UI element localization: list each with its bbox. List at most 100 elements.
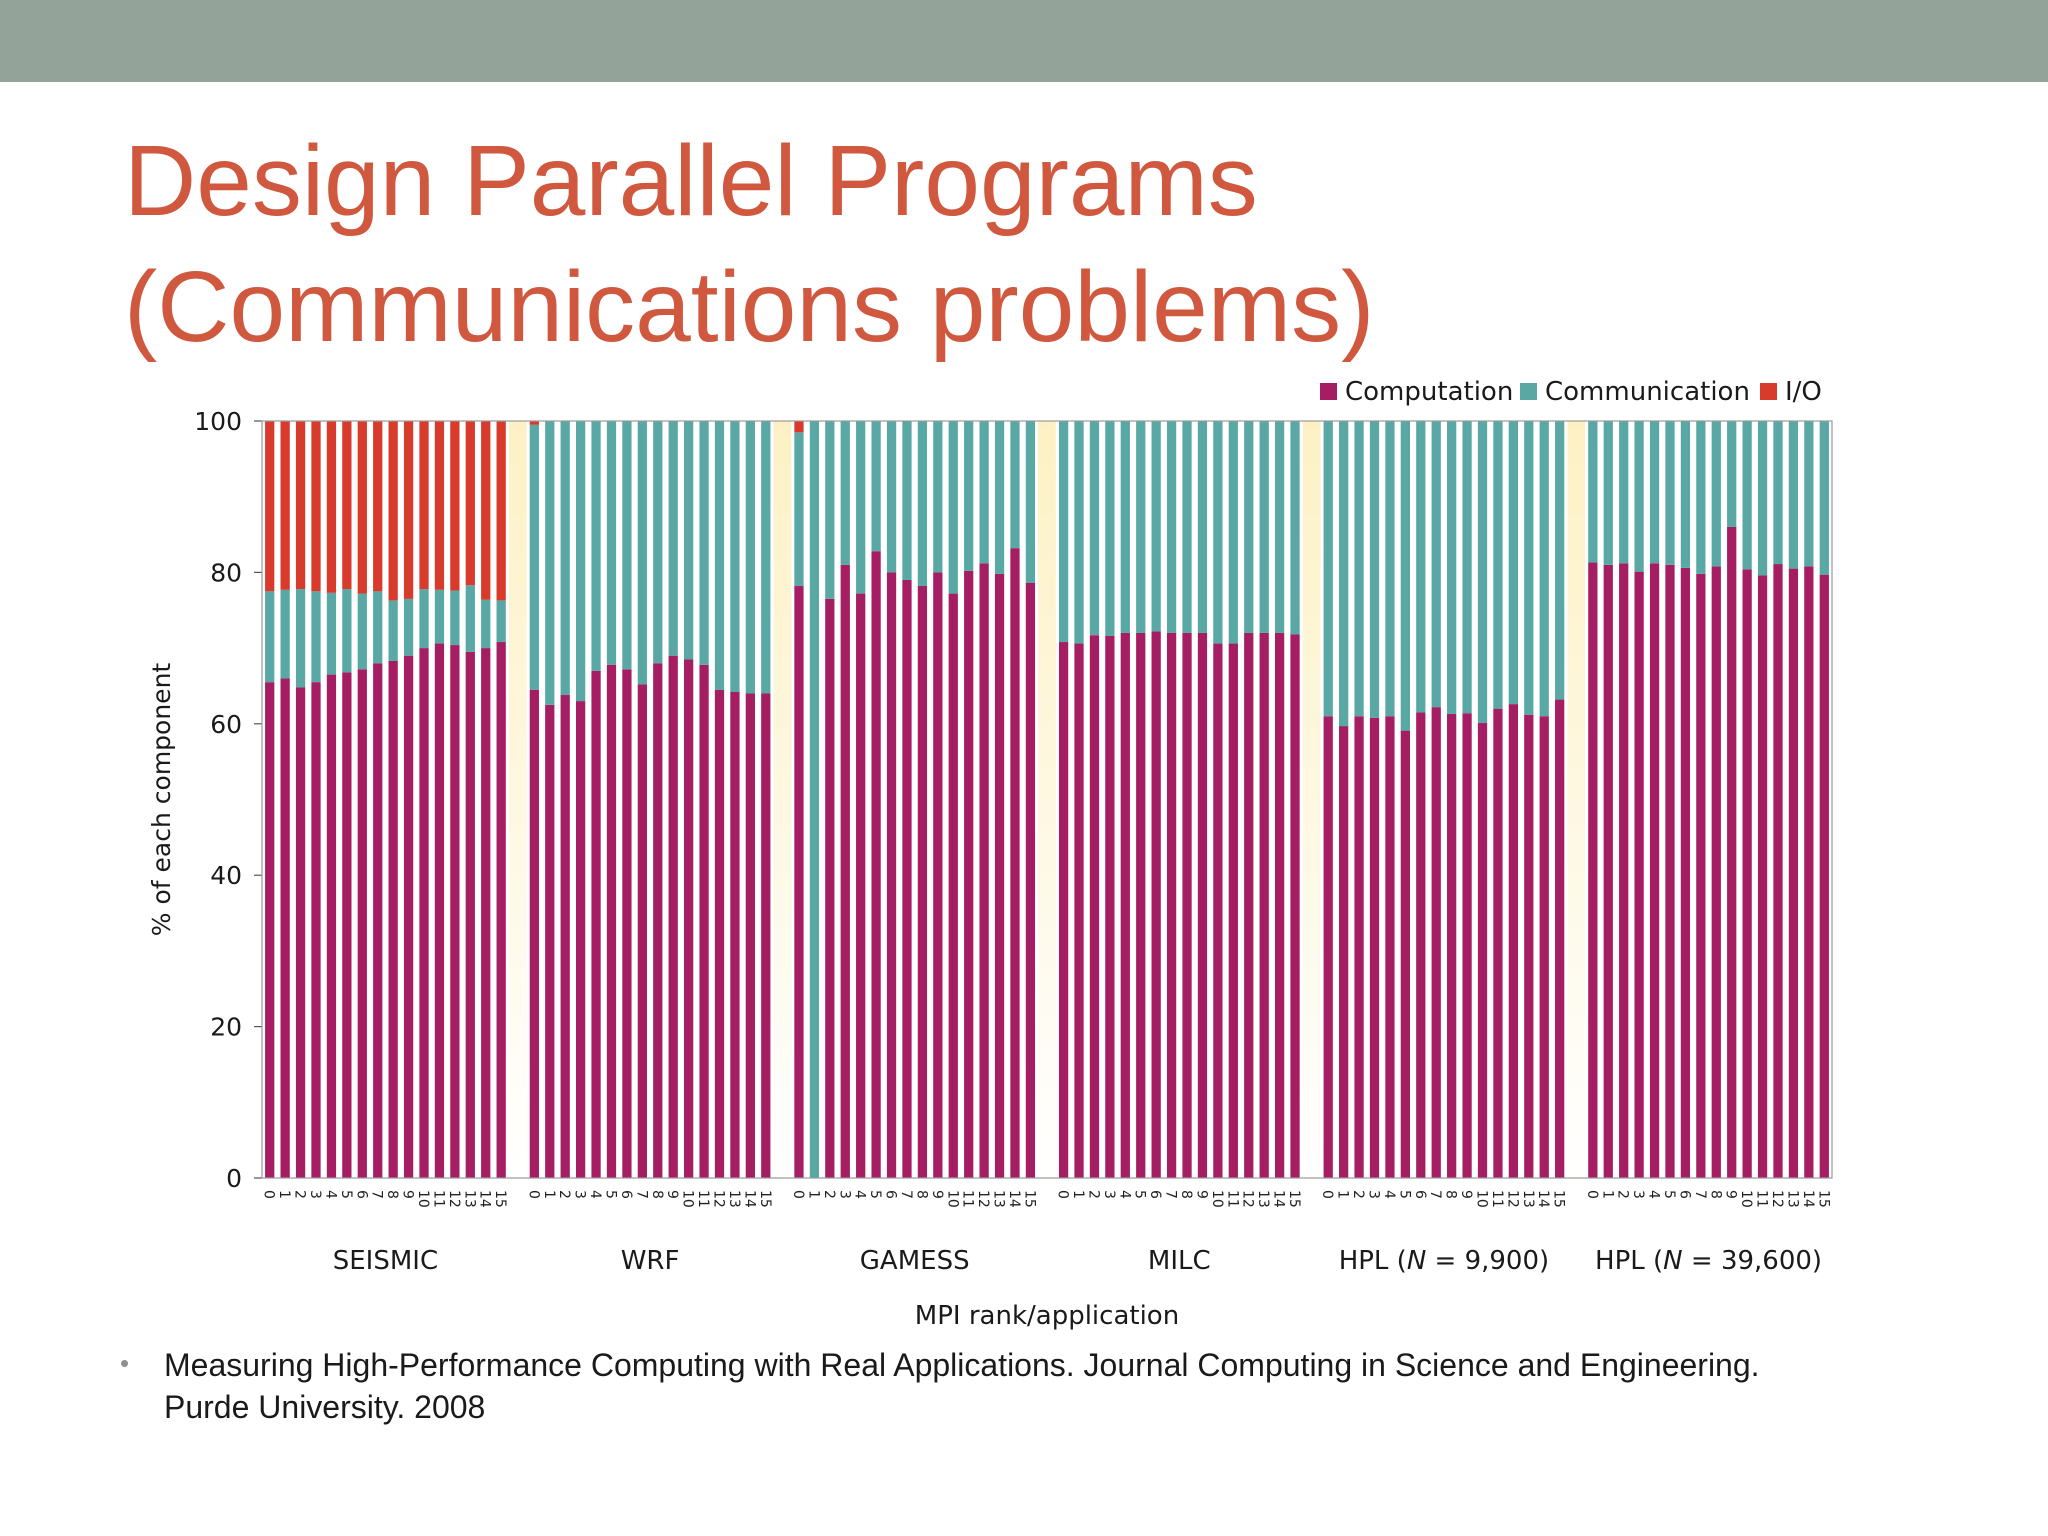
- bar-computation: [1711, 566, 1721, 1178]
- rank-tick-label: 3: [1366, 1190, 1382, 1199]
- rank-tick-label: 6: [618, 1190, 634, 1199]
- reference-text: Measuring High-Performance Computing wit…: [164, 1344, 1980, 1428]
- rank-tick-label: 9: [929, 1190, 945, 1199]
- bar-communication: [496, 600, 506, 643]
- bar-computation: [622, 669, 632, 1178]
- rank-tick-label: 8: [1443, 1190, 1459, 1199]
- bar-communication: [653, 421, 663, 664]
- bar-computation: [1665, 564, 1675, 1178]
- rank-tick-label: 12: [975, 1190, 991, 1208]
- bar-communication: [948, 421, 958, 594]
- bar-communication: [481, 599, 491, 649]
- bar-computation: [1010, 548, 1020, 1178]
- bar-computation: [1462, 713, 1472, 1178]
- y-tick-label: 40: [210, 861, 242, 890]
- bar-communication: [419, 589, 429, 649]
- rank-tick-label: 12: [1240, 1190, 1256, 1208]
- bar-communication: [1555, 421, 1565, 700]
- bar-computation: [917, 586, 928, 1178]
- bar-computation: [1385, 716, 1395, 1178]
- rank-tick-label: 8: [384, 1190, 400, 1199]
- bar-computation: [1555, 699, 1565, 1178]
- bar-computation: [576, 701, 586, 1178]
- slide-title: Design Parallel Programs (Communications…: [124, 118, 1924, 370]
- bar-computation: [902, 579, 912, 1178]
- bar-communication: [1074, 421, 1084, 644]
- rank-tick-label: 5: [602, 1190, 618, 1199]
- bar-computation: [886, 572, 897, 1178]
- bar-computation: [840, 564, 850, 1178]
- bar-communication: [637, 421, 647, 685]
- bar-communication: [886, 421, 897, 573]
- bar-communication: [357, 593, 367, 670]
- bar-computation: [794, 586, 804, 1178]
- bar-computation: [1339, 726, 1349, 1178]
- rank-tick-label: 9: [400, 1190, 416, 1199]
- group-separator: [1038, 421, 1056, 1178]
- bar-computation: [295, 687, 306, 1178]
- rank-tick-label: 10: [944, 1190, 960, 1208]
- group-separator: [508, 421, 527, 1178]
- bar-computation: [1819, 574, 1829, 1178]
- bar-communication: [1447, 421, 1457, 714]
- rank-tick-label: 4: [1116, 1190, 1132, 1199]
- bar-computation: [373, 663, 383, 1178]
- rank-tick-label: 10: [415, 1190, 431, 1208]
- bar-computation: [496, 642, 506, 1178]
- bar-communication: [902, 421, 912, 580]
- bar-communication: [1819, 421, 1829, 575]
- bar-communication: [1742, 421, 1752, 570]
- rank-tick-label: 1: [1335, 1190, 1351, 1199]
- bar-computation: [1151, 631, 1161, 1178]
- bar-io: [388, 421, 398, 601]
- bar-computation: [1228, 643, 1238, 1178]
- bar-communication: [1354, 421, 1364, 717]
- bar-communication: [1696, 421, 1706, 574]
- bar-communication: [1213, 421, 1223, 644]
- bar-computation: [653, 663, 663, 1178]
- bar-communication: [1339, 421, 1349, 727]
- bar-communication: [761, 421, 771, 694]
- bar-communication: [1136, 421, 1146, 633]
- bar-communication: [1244, 421, 1254, 633]
- bar-communication: [825, 421, 835, 599]
- bar-io: [326, 421, 337, 593]
- bar-communication: [1228, 421, 1238, 644]
- bar-communication: [1151, 421, 1161, 632]
- rank-tick-label: 9: [1458, 1190, 1474, 1199]
- bar-computation: [699, 664, 709, 1178]
- bar-communication: [434, 589, 445, 644]
- bar-computation: [1447, 713, 1457, 1178]
- bar-io: [529, 421, 539, 425]
- group-label: MILC: [1148, 1246, 1211, 1276]
- rank-tick-label: 1: [1599, 1190, 1615, 1199]
- bar-computation: [1290, 634, 1300, 1178]
- rank-tick-label: 12: [1504, 1190, 1520, 1208]
- bar-computation: [933, 572, 943, 1178]
- legend-computation-label: Computation: [1345, 377, 1513, 407]
- bar-computation: [714, 689, 725, 1178]
- bar-computation: [871, 551, 881, 1178]
- plot-frame: [261, 420, 1833, 1179]
- rank-tick-label: 2: [556, 1190, 572, 1199]
- bar-computation: [1680, 567, 1691, 1178]
- rank-tick-label: 9: [664, 1190, 680, 1199]
- rank-tick-label: 3: [836, 1190, 852, 1199]
- y-tick-label: 60: [210, 710, 242, 739]
- bar-communication: [964, 421, 974, 571]
- rank-tick-label: 1: [541, 1190, 557, 1199]
- rank-tick-label: 14: [477, 1190, 493, 1208]
- reference-line-1: Measuring High-Performance Computing wit…: [164, 1347, 1760, 1383]
- bar-communication: [576, 421, 586, 702]
- y-tick-label: 80: [210, 558, 242, 587]
- bar-computation: [1105, 635, 1115, 1178]
- bar-communication: [699, 421, 709, 665]
- rank-tick-label: 4: [1381, 1190, 1397, 1199]
- y-tick-label: 100: [194, 407, 242, 436]
- rank-tick-label: 2: [821, 1190, 837, 1199]
- legend-computation-swatch: [1320, 383, 1337, 400]
- bar-communication: [591, 421, 601, 671]
- rank-tick-label: 8: [1707, 1190, 1723, 1199]
- bar-communication: [1493, 421, 1503, 709]
- rank-tick-label: 10: [680, 1190, 696, 1208]
